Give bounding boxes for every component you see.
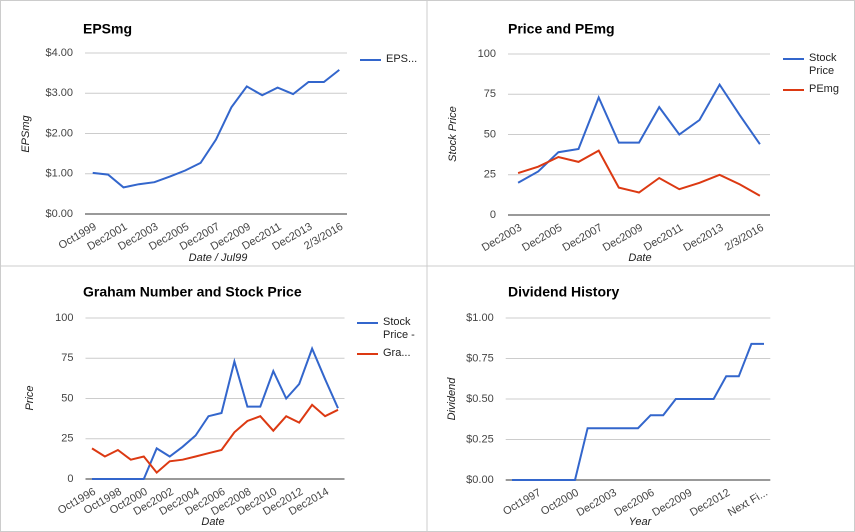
y-axis-title: Dividend	[446, 377, 458, 421]
legend-label: Gra...	[383, 347, 411, 359]
x-tick-label: Dec2013	[681, 222, 725, 254]
y-tick-label: 100	[55, 312, 73, 324]
y-tick-label: 25	[484, 169, 496, 181]
chart-title: Graham Number and Stock Price	[83, 284, 302, 300]
x-tick-label: Next Fi...	[726, 487, 770, 519]
y-tick-label: $0.50	[466, 393, 494, 405]
y-tick-label: $0.00	[466, 474, 494, 486]
y-tick-label: 50	[484, 128, 496, 140]
y-tick-label: $1.00	[45, 168, 73, 180]
y-tick-label: $0.00	[45, 208, 73, 220]
y-tick-label: 75	[61, 352, 73, 364]
series-line	[517, 82, 761, 184]
x-tick-label: Dec2012	[688, 487, 732, 519]
y-axis-title: Stock Price	[447, 106, 459, 162]
series-line	[512, 342, 764, 481]
y-axis-title: Price	[24, 385, 36, 410]
x-tick-label: Dec2009	[601, 222, 645, 254]
y-tick-label: $0.75	[466, 352, 494, 364]
y-tick-label: $4.00	[45, 47, 73, 59]
chart-title: Dividend History	[508, 284, 619, 300]
chart-title: Price and PEmg	[508, 21, 615, 37]
series-line	[91, 403, 339, 475]
series-line	[517, 149, 761, 197]
x-axis-title: Date / Jul99	[189, 252, 248, 264]
x-tick-label: Dec2009	[650, 487, 694, 519]
y-tick-label: 75	[484, 88, 496, 100]
chart-title: EPSmg	[83, 21, 132, 37]
x-tick-label: Dec2003	[575, 487, 619, 519]
legend-label: Stock Price -	[383, 316, 415, 341]
x-tick-label: Dec2011	[642, 222, 685, 254]
y-tick-label: 100	[478, 48, 496, 60]
series-line	[92, 345, 339, 480]
x-axis-title: Date	[628, 252, 651, 264]
x-tick-label: Oct1997	[501, 487, 543, 518]
x-tick-label: Dec2005	[520, 222, 564, 254]
y-tick-label: $2.00	[45, 127, 73, 139]
x-tick-label: Dec2006	[612, 487, 656, 519]
y-tick-label: 25	[61, 433, 73, 445]
y-tick-label: 0	[490, 209, 496, 221]
y-axis-title: EPSmg	[20, 114, 32, 152]
y-tick-label: $3.00	[45, 87, 73, 99]
series-line	[92, 69, 340, 189]
x-tick-label: Oct2000	[539, 487, 581, 518]
x-axis-title: Year	[629, 516, 653, 528]
y-tick-label: 0	[67, 473, 73, 485]
legend-label: Stock Price	[809, 52, 837, 77]
x-axis-title: Date	[201, 516, 224, 528]
x-tick-label: Dec2007	[560, 222, 604, 254]
y-tick-label: $1.00	[466, 312, 494, 324]
x-tick-label: Dec2003	[480, 222, 524, 254]
y-tick-label: 50	[61, 392, 73, 404]
legend-label: EPS...	[386, 53, 418, 65]
y-tick-label: $0.25	[466, 433, 494, 445]
x-tick-label: 2/3/2016	[723, 222, 766, 254]
legend-label: PEmg	[809, 83, 839, 95]
